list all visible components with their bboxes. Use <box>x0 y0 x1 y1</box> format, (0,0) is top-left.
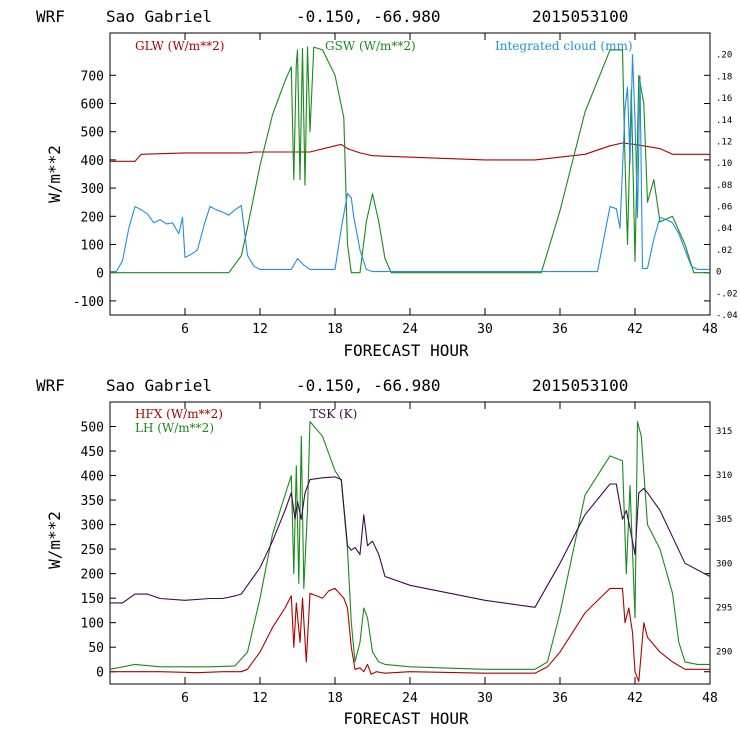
series-line-red <box>110 587 710 683</box>
y2-tick-label: -.02 <box>716 289 738 299</box>
y-tick-label: 50 <box>88 641 104 656</box>
y-tick-label: 200 <box>81 568 104 583</box>
y2-tick-label: .14 <box>716 116 732 126</box>
top-right-axis-ticks: .20 .18 .16 .14 .12 .10 .08 .06 .04 .02 0 -.02 -.04 <box>716 51 738 321</box>
top-title-date: 2015053100 <box>532 7 628 26</box>
y2-tick-label: -.04 <box>716 311 738 321</box>
top-y-axis-label: W/m**2 <box>45 145 64 203</box>
bottom-legend-tsk: TSK (K) <box>310 407 357 421</box>
x-tick-label: 36 <box>552 691 568 706</box>
x-tick-label: 6 <box>181 322 189 337</box>
y-tick-label: 100 <box>81 617 104 632</box>
y-tick-label: 400 <box>81 154 104 169</box>
y2-tick-label: 290 <box>716 647 732 657</box>
top-title-coords: -0.150, -66.980 <box>296 7 441 26</box>
top-y-axis-ticks: -100 0 100 200 300 400 500 600 700 <box>73 69 710 310</box>
bottom-right-axis-ticks: 290 295 300 305 310 315 <box>716 427 732 657</box>
y-tick-label: 300 <box>81 519 104 534</box>
y-tick-label: 450 <box>81 445 104 460</box>
top-x-axis-ticks: 6 12 18 24 30 36 42 48 <box>181 33 718 337</box>
y2-tick-label: .18 <box>716 72 732 82</box>
x-tick-label: 18 <box>327 322 343 337</box>
x-tick-label: 48 <box>702 322 718 337</box>
y2-tick-label: .04 <box>716 224 732 234</box>
bottom-title-date: 2015053100 <box>532 376 628 395</box>
y-tick-label: 500 <box>81 421 104 436</box>
x-tick-label: 30 <box>477 691 493 706</box>
x-tick-label: 12 <box>252 322 268 337</box>
x-tick-label: 42 <box>627 691 643 706</box>
bottom-title-model: WRF <box>36 376 65 395</box>
x-tick-label: 48 <box>702 691 718 706</box>
top-legend-glw: GLW (W/m**2) <box>135 39 224 53</box>
y2-tick-label: .12 <box>716 137 732 147</box>
top-title-site: Sao Gabriel <box>106 7 212 26</box>
y2-tick-label: 315 <box>716 427 732 437</box>
y2-tick-label: .16 <box>716 94 732 104</box>
y2-tick-label: 300 <box>716 559 732 569</box>
bottom-title-coords: -0.150, -66.980 <box>296 376 441 395</box>
y-tick-label: 150 <box>81 592 104 607</box>
series-line-blue <box>110 54 710 273</box>
top-x-axis-label: FORECAST HOUR <box>343 341 469 360</box>
x-tick-label: 24 <box>402 691 418 706</box>
top-series <box>110 46 710 274</box>
bottom-title-site: Sao Gabriel <box>106 376 212 395</box>
y-tick-label: 300 <box>81 182 104 197</box>
y2-tick-label: .20 <box>716 51 732 61</box>
series-line-green <box>109 421 710 670</box>
x-tick-label: 42 <box>627 322 643 337</box>
y2-tick-label: 305 <box>716 515 732 525</box>
bottom-series <box>109 421 711 683</box>
top-legend-cloud: Integrated cloud (mm) <box>495 39 633 53</box>
y-tick-label: 600 <box>81 98 104 113</box>
bottom-x-axis-ticks: 6 12 18 24 30 36 42 48 <box>181 402 718 706</box>
y-tick-label: 0 <box>96 267 104 282</box>
x-tick-label: 12 <box>252 691 268 706</box>
x-tick-label: 18 <box>327 691 343 706</box>
bottom-x-axis-label: FORECAST HOUR <box>343 709 469 728</box>
y-tick-label: 250 <box>81 543 104 558</box>
y-tick-label: -100 <box>73 295 104 310</box>
bottom-y-axis-ticks: 0 50 100 150 200 250 300 350 400 450 500 <box>81 421 710 681</box>
x-tick-label: 30 <box>477 322 493 337</box>
y2-tick-label: .02 <box>716 246 732 256</box>
bottom-y-axis-label: W/m**2 <box>45 511 64 569</box>
bottom-legend-hfx: HFX (W/m**2) <box>135 407 223 421</box>
y-tick-label: 100 <box>81 239 104 254</box>
top-title-model: WRF <box>36 7 65 26</box>
y-tick-label: 200 <box>81 210 104 225</box>
y-tick-label: 0 <box>96 666 104 681</box>
y-tick-label: 700 <box>81 69 104 84</box>
x-tick-label: 24 <box>402 322 418 337</box>
x-tick-label: 6 <box>181 691 189 706</box>
top-panel: WRF Sao Gabriel -0.150, -66.980 20150531… <box>36 7 738 360</box>
y-tick-label: 400 <box>81 470 104 485</box>
x-tick-label: 36 <box>552 322 568 337</box>
y2-tick-label: 310 <box>716 471 732 481</box>
series-line-red <box>110 142 710 162</box>
y2-tick-label: 295 <box>716 603 732 613</box>
bottom-plot-frame <box>109 401 711 685</box>
y2-tick-label: 0 <box>716 268 721 278</box>
y2-tick-label: .08 <box>716 181 732 191</box>
y2-tick-label: .06 <box>716 203 732 213</box>
y-tick-label: 350 <box>81 494 104 509</box>
y-tick-label: 500 <box>81 126 104 141</box>
y2-tick-label: .10 <box>716 159 732 169</box>
top-legend-gsw: GSW (W/m**2) <box>325 39 416 53</box>
bottom-legend-lh: LH (W/m**2) <box>135 421 214 435</box>
series-line-purple <box>110 476 711 608</box>
bottom-panel: WRF Sao Gabriel -0.150, -66.980 20150531… <box>36 376 732 728</box>
